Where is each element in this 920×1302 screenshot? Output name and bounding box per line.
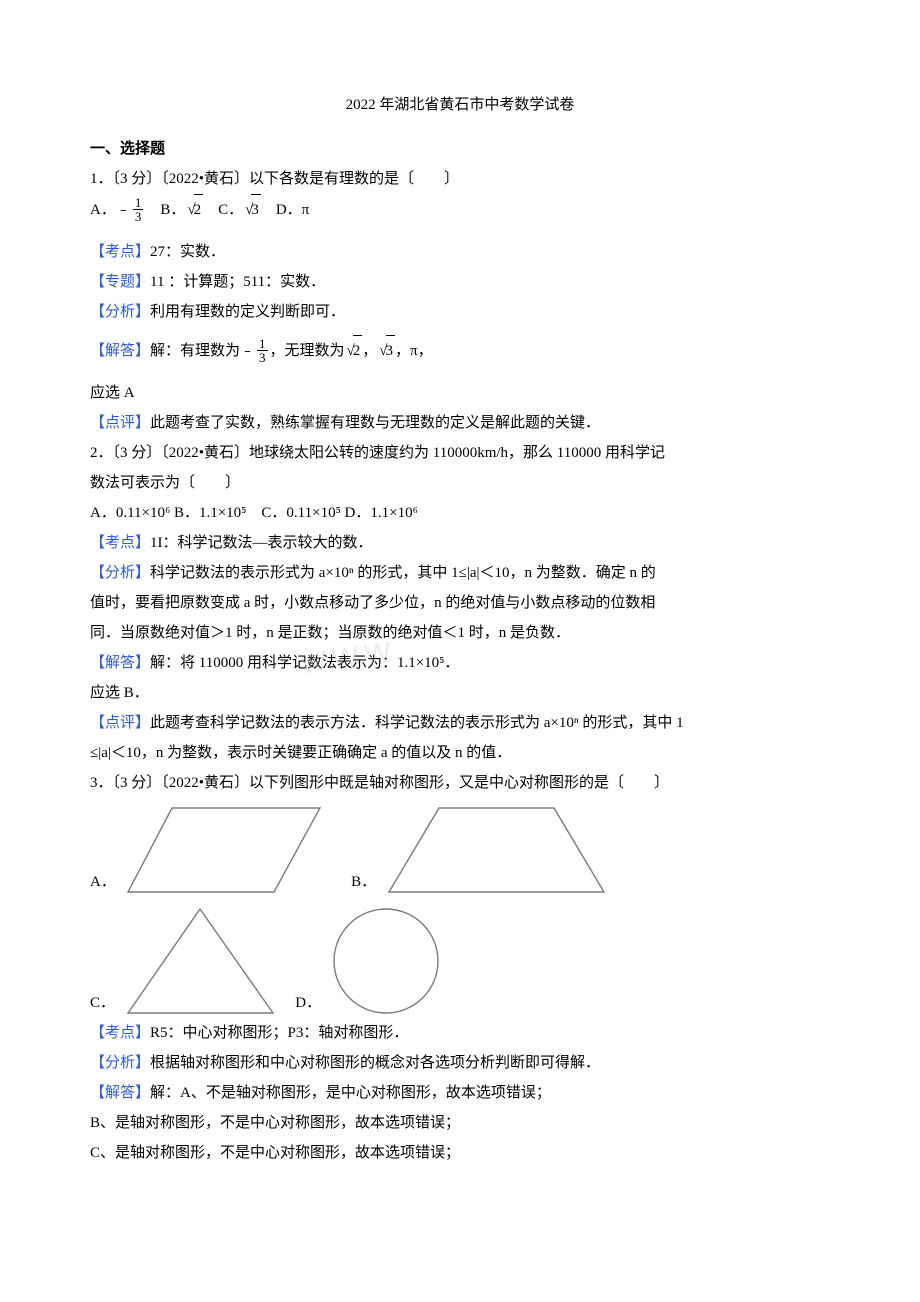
q3-jieda-A-text: 解：A、不是轴对称图形，是中心对称图形，故本选项错误； <box>150 1085 551 1101</box>
q3-optA-label: A． <box>90 867 116 897</box>
q3-options-row1: A． B． <box>90 802 830 897</box>
circle-icon <box>329 903 444 1018</box>
q1-jieda: 【解答】解：有理数为﹣13，无理数为2，3，π， <box>90 335 830 366</box>
q2-kaodian-text: 1I：科学记数法—表示较大的数． <box>150 535 373 551</box>
q1-kaodian-text: 27：实数． <box>150 244 225 260</box>
q2-options: A．0.11×10⁶ B．1.1×10⁵ C．0.11×10⁵ D．1.1×10… <box>90 498 830 528</box>
fenxi-label: 【分析】 <box>90 304 150 320</box>
q1-jieda-p2: ， <box>362 343 377 359</box>
q1-jieda-p1: ，无理数为 <box>270 343 345 359</box>
q2-fenxi1-text: 科学记数法的表示形式为 a×10ⁿ 的形式，其中 1≤|a|＜10，n 为整数．… <box>150 565 656 581</box>
sqrt-2: 2 <box>185 194 203 225</box>
q2-fenxi-1: 【分析】科学记数法的表示形式为 a×10ⁿ 的形式，其中 1≤|a|＜10，n … <box>90 558 830 588</box>
kaodian-label: 【考点】 <box>90 1025 150 1041</box>
q1-opt-A-prefix: A．﹣ <box>90 202 131 218</box>
q2-kaodian: 【考点】1I：科学记数法—表示较大的数． <box>90 528 830 558</box>
q1-zhuanti-text: 11 ：计算题；511：实数． <box>150 274 325 290</box>
q1-fenxi-text: 利用有理数的定义判断即可． <box>150 304 345 320</box>
q2-dianping-2: ≤|a|＜10，n 为整数，表示时关键要正确确定 a 的值以及 n 的值． <box>90 738 830 768</box>
q2-jieda-text: 解：将 110000 用科学记数法表示为：1.1×10⁵． <box>150 655 459 671</box>
q1-jieda-pre: 解：有理数为﹣ <box>150 343 255 359</box>
fraction-1-3: 13 <box>133 196 144 223</box>
fraction-1-3-b: 13 <box>257 337 268 364</box>
q3-kaodian: 【考点】R5：中心对称图形；P3：轴对称图形． <box>90 1018 830 1048</box>
q1-answer: 应选 A <box>90 378 830 408</box>
q1-dianping: 【点评】此题考查了实数，熟练掌握有理数与无理数的定义是解此题的关键． <box>90 408 830 438</box>
q3-kaodian-text: R5：中心对称图形；P3：轴对称图形． <box>150 1025 408 1041</box>
q1-zhuanti: 【专题】11 ：计算题；511：实数． <box>90 267 830 297</box>
dianping-label: 【点评】 <box>90 415 150 431</box>
q1-kaodian: 【考点】27：实数． <box>90 237 830 267</box>
q3-fenxi-text: 根据轴对称图形和中心对称图形的概念对各选项分析判断即可得解． <box>150 1055 600 1071</box>
q2-stem-2: 数法可表示为〔 〕 <box>90 468 830 498</box>
q2-jieda: 【解答】解：将 110000 用科学记数法表示为：1.1×10⁵． <box>90 648 830 678</box>
q1-jieda-p3: ，π， <box>395 343 433 359</box>
fenxi-label: 【分析】 <box>90 1055 150 1071</box>
q2-fenxi-3: 同．当原数绝对值＞1 时，n 是正数；当原数的绝对值＜1 时，n 是负数． <box>90 618 830 648</box>
q1-stem: 1．〔3 分〕〔2022•黄石〕以下各数是有理数的是〔 〕 <box>90 164 830 194</box>
q2-fenxi-2: 值时，要看把原数变成 a 时，小数点移动了多少位，n 的绝对值与小数点移动的位数… <box>90 588 830 618</box>
q2-dianping-1: 【点评】此题考查科学记数法的表示方法．科学记数法的表示形式为 a×10ⁿ 的形式… <box>90 708 830 738</box>
kaodian-label: 【考点】 <box>90 244 150 260</box>
q3-jieda-B: B、是轴对称图形，不是中心对称图形，故本选项错误； <box>90 1108 830 1138</box>
zhuanti-label: 【专题】 <box>90 274 150 290</box>
page-container: WWW 2022 年湖北省黄石市中考数学试卷 一、选择题 1．〔3 分〕〔202… <box>90 90 830 1168</box>
q1-fenxi: 【分析】利用有理数的定义判断即可． <box>90 297 830 327</box>
q1-opt-C-prefix: C． <box>203 202 243 218</box>
sqrt-3-b: 3 <box>377 335 395 366</box>
q1-dianping-text: 此题考查了实数，熟练掌握有理数与无理数的定义是解此题的关键． <box>150 415 600 431</box>
q3-stem: 3．〔3 分〕〔2022•黄石〕以下列图形中既是轴对称图形，又是中心对称图形的是… <box>90 768 830 798</box>
q3-optB-label: B． <box>351 867 376 897</box>
q2-dianping1-text: 此题考查科学记数法的表示方法．科学记数法的表示形式为 a×10ⁿ 的形式，其中 … <box>150 715 684 731</box>
jieda-label: 【解答】 <box>90 1085 150 1101</box>
q2-stem-1: 2．〔3 分〕〔2022•黄石〕地球绕太阳公转的速度约为 110000km/h，… <box>90 438 830 468</box>
sqrt-3: 3 <box>243 194 261 225</box>
section-heading: 一、选择题 <box>90 134 830 164</box>
q1-opt-D: D．π <box>261 202 309 218</box>
q3-optC-label: C． <box>90 988 115 1018</box>
triangle-icon <box>123 903 278 1018</box>
kaodian-label: 【考点】 <box>90 535 150 551</box>
q3-fenxi: 【分析】根据轴对称图形和中心对称图形的概念对各选项分析判断即可得解． <box>90 1048 830 1078</box>
parallelogram-icon <box>124 802 324 897</box>
fenxi-label: 【分析】 <box>90 565 150 581</box>
q2-answer: 应选 B． <box>90 678 830 708</box>
trapezoid-icon <box>384 802 609 897</box>
exam-title: 2022 年湖北省黄石市中考数学试卷 <box>90 90 830 120</box>
q3-jieda-A: 【解答】解：A、不是轴对称图形，是中心对称图形，故本选项错误； <box>90 1078 830 1108</box>
dianping-label: 【点评】 <box>90 715 150 731</box>
q3-optD-label: D． <box>295 988 321 1018</box>
jieda-label: 【解答】 <box>90 655 150 671</box>
q3-jieda-C: C、是轴对称图形，不是中心对称图形，故本选项错误； <box>90 1138 830 1168</box>
q3-options-row2: C． D． <box>90 903 830 1018</box>
sqrt-2-b: 2 <box>345 335 363 366</box>
q1-options: A．﹣13 B．2 C．3 D．π <box>90 194 830 225</box>
jieda-label: 【解答】 <box>90 343 150 359</box>
q1-opt-B-prefix: B． <box>145 202 185 218</box>
